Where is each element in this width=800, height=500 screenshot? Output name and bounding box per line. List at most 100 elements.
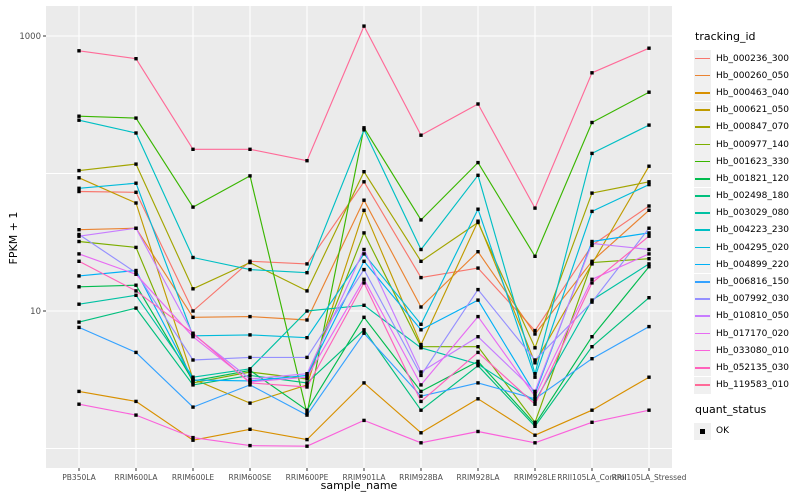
data-point [77, 389, 81, 394]
data-point [362, 328, 366, 332]
legend-row-Hb_007992_030: Hb_007992_030 [694, 290, 800, 308]
legend: tracking_id Hb_000236_300 Hb_000260_050 Hb… [694, 30, 800, 440]
data-point [77, 259, 81, 263]
data-point [305, 437, 309, 442]
legend-key [694, 239, 711, 257]
data-point [590, 298, 594, 302]
legend-key [694, 273, 711, 291]
quant-ok-square-marker [700, 429, 705, 434]
legend-row-Hb_017170_020: Hb_017170_020 [694, 325, 800, 343]
data-point [77, 118, 81, 122]
legend-row-Hb_010810_050: Hb_010810_050 [694, 307, 800, 325]
data-point [533, 346, 537, 350]
data-point [476, 429, 480, 434]
data-point [248, 355, 252, 360]
data-point [533, 358, 537, 362]
legend-color-line [695, 281, 710, 283]
data-point [533, 402, 537, 406]
legend-color-line [695, 195, 710, 197]
legend-title-quant-status: quant_status [695, 402, 767, 416]
data-point [647, 375, 651, 379]
legend-color-line [695, 315, 710, 317]
data-point [533, 422, 537, 426]
data-point [134, 306, 138, 310]
data-point [476, 160, 480, 165]
data-point [77, 228, 81, 232]
data-point [533, 328, 537, 333]
data-point [134, 350, 138, 355]
data-point [533, 433, 537, 437]
data-point [647, 226, 651, 230]
data-point [362, 381, 366, 385]
data-point [647, 324, 651, 329]
legend-color-line [695, 91, 710, 94]
legend-color-line [695, 246, 710, 249]
legend-row-Hb_000463_040: Hb_000463_040 [694, 84, 800, 102]
legend-color-line [695, 212, 710, 214]
data-point [362, 247, 366, 252]
data-point [476, 314, 480, 319]
legend-row-Hb_052135_030: Hb_052135_030 [694, 359, 800, 377]
legend-key [694, 307, 711, 325]
data-point [419, 383, 423, 387]
data-point [191, 331, 195, 335]
data-point [248, 377, 252, 381]
legend-label: Hb_004223_230 [716, 225, 790, 236]
data-point [362, 231, 366, 235]
data-point [77, 189, 81, 194]
legend-color-line [695, 263, 710, 266]
data-point [134, 413, 138, 417]
data-point [647, 231, 651, 235]
data-point [134, 268, 138, 273]
data-point [248, 373, 252, 378]
data-point [77, 234, 81, 238]
data-point [191, 378, 195, 382]
legend-key [694, 67, 711, 85]
data-point [476, 350, 480, 355]
legend-tracking-rows: Hb_000236_300 Hb_000260_050 Hb_000463_040 H… [694, 50, 800, 394]
data-point [647, 180, 651, 184]
data-point [533, 441, 537, 445]
data-point [647, 265, 651, 269]
data-point [134, 162, 138, 166]
legend-color-line [695, 74, 710, 77]
data-point [647, 408, 651, 412]
data-point [590, 239, 594, 244]
data-point [77, 49, 81, 53]
data-point [248, 427, 252, 431]
data-point [533, 254, 537, 258]
data-point [305, 336, 309, 340]
data-point [419, 431, 423, 435]
data-point [476, 345, 480, 349]
legend-key [694, 84, 711, 102]
legend-row-Hb_000977_140: Hb_000977_140 [694, 136, 800, 154]
legend-key [694, 136, 711, 154]
data-point [77, 168, 81, 173]
data-point [305, 318, 309, 322]
data-point [362, 208, 366, 212]
data-point [305, 444, 309, 448]
data-point [362, 315, 366, 319]
legend-label: Hb_004295_020 [716, 242, 790, 253]
x-tick-label: RRIM901LA [343, 473, 387, 482]
legend-key [694, 153, 711, 171]
legend-row-Hb_000236_300: Hb_000236_300 [694, 50, 800, 68]
data-point [191, 335, 195, 339]
data-point [419, 328, 423, 332]
legend-color-line [695, 109, 710, 111]
data-point [476, 250, 480, 254]
legend-label: Hb_052135_030 [716, 362, 790, 373]
data-point [590, 120, 594, 125]
data-point [647, 234, 651, 238]
data-point [647, 90, 651, 94]
legend-row-Hb_000621_050: Hb_000621_050 [694, 101, 800, 119]
legend-row-Hb_033080_010: Hb_033080_010 [694, 342, 800, 360]
legend-row-Hb_003029_080: Hb_003029_080 [694, 204, 800, 222]
data-point [362, 128, 366, 132]
data-point [419, 259, 423, 263]
data-point [191, 287, 195, 291]
legend-color-line [695, 160, 710, 163]
data-point [419, 305, 423, 309]
quant-status-legend: quant_status OK [694, 403, 800, 440]
